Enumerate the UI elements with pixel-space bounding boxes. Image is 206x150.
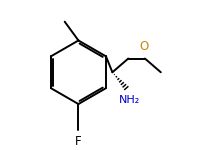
Text: O: O: [139, 40, 149, 53]
Text: NH₂: NH₂: [118, 95, 140, 105]
Text: F: F: [75, 135, 82, 148]
